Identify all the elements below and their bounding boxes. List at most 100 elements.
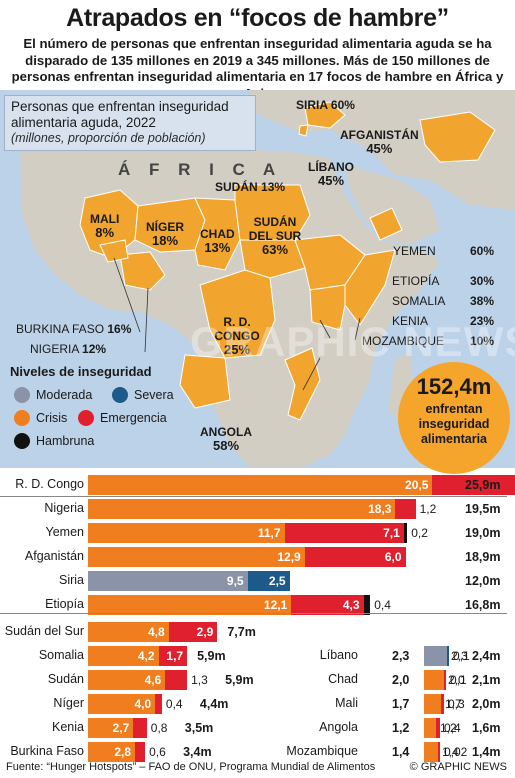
map-label-afghanistan: AFGANISTÁN 45%	[340, 128, 419, 156]
bar-segment-burkina-faso-emergencia	[135, 741, 146, 762]
bar-total-sudan-del-sur: 7,7m	[227, 625, 256, 640]
bar-total-somalia: 5,9m	[197, 649, 226, 664]
bar-segment-sudan-del-sur-emergencia	[168, 622, 218, 643]
side-pct-somalia: 38%	[470, 294, 495, 308]
bar-total-angola: 1,6m	[472, 721, 501, 735]
bar-total-mali: 2,0m	[472, 697, 501, 712]
map-label-name: LÍBANO	[308, 160, 354, 174]
bar-label-kenia: Kenia	[52, 720, 84, 734]
bar-value-r-d-congo-crisis: 20,5	[405, 478, 429, 492]
bar-segment-libano-moderada	[424, 646, 447, 667]
info-box-subtitle: (millones, proporción de población)	[11, 131, 206, 145]
map-label-name: CHAD	[200, 227, 235, 241]
bar-value-outside-chad: 2,0	[392, 673, 410, 688]
bar-value-niger-crisis: 4,0	[134, 697, 152, 712]
map-label-mali: MALI 8%	[90, 212, 119, 240]
bar-label-angola: Angola	[319, 720, 358, 734]
bar-value-yemen-emergencia: 7,1	[383, 525, 400, 540]
bar-segment-chad-emergencia	[444, 670, 446, 691]
region-kenya	[309, 284, 346, 331]
bar-segment-somalia-emergencia	[158, 646, 188, 667]
bar-value-nigeria-crisis: 18,3	[368, 501, 392, 516]
region-syria	[304, 101, 346, 129]
bar-total-mozambique: 1,4m	[472, 744, 501, 759]
bar-value-yemen-hambruna: 0,2	[411, 525, 428, 540]
bar-value-libano-severa: 0,1	[453, 649, 470, 664]
bar-value-angola-emergencia: 0,4	[444, 721, 461, 735]
bar-value-sudan-emergencia: 1,3	[191, 673, 208, 688]
region-nigeria	[119, 251, 166, 291]
legend-swatch	[78, 410, 94, 426]
legend-swatch	[14, 433, 30, 449]
map-label-name: ANGOLA	[200, 425, 252, 439]
bar-value-outside-mali: 1,7	[392, 697, 410, 712]
info-box-title: Personas que enfrentan inseguridad alime…	[11, 99, 229, 130]
side-pct-ethiopia: 30%	[470, 274, 495, 288]
bar-segment-afganistan-emergencia	[304, 546, 406, 567]
bar-label-sudan: Sudán	[47, 672, 84, 687]
bar-value-nigeria-emergencia: 1,2	[419, 501, 437, 516]
bar-segment-yemen-emergencia	[284, 522, 404, 543]
bar-segment-niger-emergencia	[155, 694, 162, 715]
bar-segment-r-d-congo-emergencia	[432, 475, 515, 495]
bar-segment-libano-severa	[447, 646, 449, 667]
map-label-sudan: SUDÁN 13%	[215, 180, 285, 194]
bar-label-mali: Mali	[335, 696, 358, 711]
bar-segment-chad-crisis	[424, 670, 444, 691]
region-burkina-faso	[99, 239, 129, 263]
map-label-drc: R. D. CONGO 25%	[212, 315, 262, 357]
bar-value-somalia-crisis: 4,2	[137, 649, 155, 664]
bar-total-libano: 2,4m	[472, 649, 501, 664]
map-label-pct: 45%	[366, 141, 393, 156]
bar-total-chad: 2,1m	[472, 673, 501, 688]
map-label-name: SUDÁN	[215, 180, 258, 194]
bar-value-outside-mozambique: 1,4	[392, 744, 410, 759]
map-label-name: SIRIA	[296, 98, 328, 112]
bar-total-burkina-faso: 3,4m	[183, 744, 212, 759]
side-pct-mozambique: 10%	[470, 334, 495, 348]
bar-label-burkina-faso: Burkina Faso	[10, 743, 84, 758]
region-angola	[179, 354, 231, 409]
region-yemen	[369, 207, 403, 241]
bar-value-sudan-del-sur-emergencia: 2,9	[196, 625, 214, 640]
page-subtitle: El número de personas que enfrentan inse…	[11, 36, 504, 101]
legend-swatch	[112, 387, 128, 403]
side-label-name: KENIA	[392, 314, 429, 328]
bar-value-outside-angola: 1,2	[392, 721, 410, 735]
bar-value-niger-emergencia: 0,4	[165, 697, 183, 712]
bar-segment-r-d-congo-crisis	[88, 475, 433, 495]
region-lebanon	[298, 124, 309, 137]
side-label-kenya: KENIA	[392, 314, 428, 328]
bar-value-afganistan-emergencia: 6,0	[384, 549, 402, 564]
bar-segment-etiopia-crisis	[88, 594, 292, 615]
bar-separator	[0, 496, 507, 497]
bar-segment-siria-moderada	[88, 570, 248, 591]
bar-segment-etiopia-hambruna	[363, 594, 371, 615]
legend-swatch	[14, 387, 30, 403]
bar-segment-mali-crisis	[424, 694, 441, 715]
side-label-yemen: YEMEN	[393, 244, 436, 258]
side-label-burkina-faso: BURKINA FASO 16%	[16, 322, 131, 336]
map-label-pct: 58%	[212, 438, 240, 453]
bar-segment-burkina-faso-crisis	[88, 741, 136, 762]
bar-total-r-d-congo: 25,9m	[465, 478, 501, 492]
bar-value-mozambique-emergencia: 0,02	[444, 744, 468, 759]
region-afghanistan	[419, 111, 496, 163]
bar-label-sudan-del-sur: Sudán del Sur	[4, 624, 84, 639]
map-label-name: R. D. CONGO	[214, 315, 260, 343]
bar-value-afganistan-crisis: 12,9	[277, 549, 301, 564]
continent-label: Á F R I C A	[118, 160, 283, 179]
map-label-pct: 45%	[317, 173, 345, 188]
bar-segment-angola-crisis	[424, 718, 436, 738]
side-label-mozambique: MOZAMBIQUE	[362, 334, 444, 348]
bar-total-etiopia: 16,8m	[465, 597, 501, 612]
bar-value-libano-moderada: 2,3	[451, 649, 468, 664]
side-label-ethiopia: ETIOPÍA	[392, 274, 439, 288]
bar-value-sudan-del-sur-crisis: 4,8	[147, 625, 165, 640]
bar-value-sudan-crisis: 4,6	[144, 673, 162, 688]
bar-value-chad-crisis: 2,0	[448, 673, 465, 688]
bar-segment-yemen-crisis	[88, 522, 285, 543]
legend-label: Crisis	[36, 411, 68, 425]
bar-segment-angola-emergencia	[436, 718, 440, 738]
bar-separator	[0, 613, 507, 614]
